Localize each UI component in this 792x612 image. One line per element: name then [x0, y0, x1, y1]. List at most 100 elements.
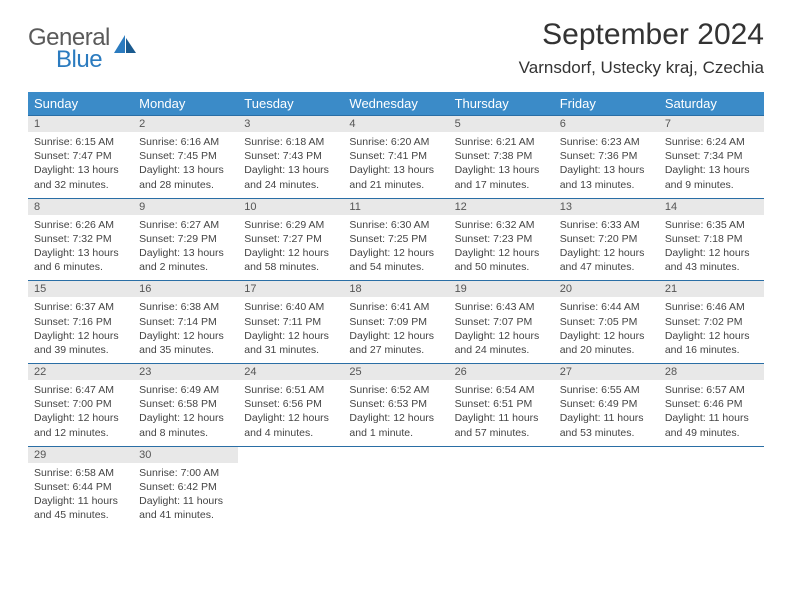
- daylight-line: Daylight: 12 hours and 50 minutes.: [455, 246, 548, 274]
- daylight-line: Daylight: 12 hours and 31 minutes.: [244, 329, 337, 357]
- day-number-cell: 17: [238, 281, 343, 298]
- daylight-line: Daylight: 12 hours and 27 minutes.: [349, 329, 442, 357]
- sunrise-line: Sunrise: 6:24 AM: [665, 135, 758, 149]
- day-detail-cell: Sunrise: 6:41 AMSunset: 7:09 PMDaylight:…: [343, 297, 448, 363]
- detail-row: Sunrise: 6:15 AMSunset: 7:47 PM Daylight:…: [28, 132, 764, 198]
- sunrise-line: Sunrise: 6:47 AM: [34, 383, 127, 397]
- daylight-line: Daylight: 12 hours and 24 minutes.: [455, 329, 548, 357]
- sunset-line: Sunset: 7:02 PM: [665, 315, 758, 329]
- day-detail-cell: Sunrise: 6:47 AMSunset: 7:00 PMDaylight:…: [28, 380, 133, 446]
- daylight-line: Daylight: 12 hours and 20 minutes.: [560, 329, 653, 357]
- header: General Blue September 2024 Varnsdorf, U…: [28, 18, 764, 78]
- sunset-line: Sunset: 7:09 PM: [349, 315, 442, 329]
- sunrise-line: Sunrise: 6:20 AM: [349, 135, 442, 149]
- day-number-cell: 12: [449, 198, 554, 215]
- daylight-line: Daylight: 13 hours and 13 minutes.: [560, 163, 653, 191]
- sunrise-line: Sunrise: 6:32 AM: [455, 218, 548, 232]
- day-number-cell: 30: [133, 446, 238, 463]
- sunset-line: Sunset: 6:53 PM: [349, 397, 442, 411]
- sunrise-line: Sunrise: 6:52 AM: [349, 383, 442, 397]
- detail-row: Sunrise: 6:58 AMSunset: 6:44 PMDaylight:…: [28, 463, 764, 529]
- sunrise-line: Sunrise: 6:43 AM: [455, 300, 548, 314]
- daylight-line: Daylight: 12 hours and 16 minutes.: [665, 329, 758, 357]
- daylight-line: Daylight: 11 hours and 45 minutes.: [34, 494, 127, 522]
- day-number-cell: 19: [449, 281, 554, 298]
- day-number-cell: 7: [659, 116, 764, 133]
- day-detail-cell: Sunrise: 6:30 AMSunset: 7:25 PMDaylight:…: [343, 215, 448, 281]
- sunset-line: Sunset: 7:45 PM: [139, 149, 232, 163]
- sunrise-line: Sunrise: 6:41 AM: [349, 300, 442, 314]
- sunrise-line: Sunrise: 6:37 AM: [34, 300, 127, 314]
- weekday-header-row: Sunday Monday Tuesday Wednesday Thursday…: [28, 92, 764, 116]
- day-detail-cell: Sunrise: 6:44 AMSunset: 7:05 PMDaylight:…: [554, 297, 659, 363]
- daynum-row: 1234567: [28, 116, 764, 133]
- sunrise-line: Sunrise: 6:38 AM: [139, 300, 232, 314]
- day-number-cell: 13: [554, 198, 659, 215]
- sunrise-line: Sunrise: 6:58 AM: [34, 466, 127, 480]
- sunset-line: Sunset: 7:43 PM: [244, 149, 337, 163]
- daynum-row: 22232425262728: [28, 364, 764, 381]
- daylight-line: Daylight: 13 hours and 6 minutes.: [34, 246, 127, 274]
- day-detail-cell: [238, 463, 343, 529]
- day-number-cell: 29: [28, 446, 133, 463]
- daynum-row: 15161718192021: [28, 281, 764, 298]
- sunset-line: Sunset: 7:11 PM: [244, 315, 337, 329]
- col-saturday: Saturday: [659, 92, 764, 116]
- sunset-line: Sunset: 7:25 PM: [349, 232, 442, 246]
- day-number-cell: [449, 446, 554, 463]
- day-detail-cell: Sunrise: 6:15 AMSunset: 7:47 PMDaylight:…: [28, 132, 133, 198]
- day-detail-cell: [659, 463, 764, 529]
- day-number-cell: 24: [238, 364, 343, 381]
- day-detail-cell: [343, 463, 448, 529]
- daylight-line: Daylight: 12 hours and 58 minutes.: [244, 246, 337, 274]
- day-detail-cell: Sunrise: 7:00 AMSunset: 6:42 PMDaylight:…: [133, 463, 238, 529]
- daynum-row: 2930: [28, 446, 764, 463]
- day-detail-cell: Sunrise: 6:18 AMSunset: 7:43 PMDaylight:…: [238, 132, 343, 198]
- day-detail-cell: Sunrise: 6:26 AMSunset: 7:32 PMDaylight:…: [28, 215, 133, 281]
- sunset-line: Sunset: 6:58 PM: [139, 397, 232, 411]
- sunset-line: Sunset: 7:47 PM: [34, 149, 127, 163]
- daylight-line: Daylight: 12 hours and 39 minutes.: [34, 329, 127, 357]
- day-detail-cell: Sunrise: 6:52 AMSunset: 6:53 PMDaylight:…: [343, 380, 448, 446]
- day-number-cell: 10: [238, 198, 343, 215]
- sunset-line: Sunset: 7:14 PM: [139, 315, 232, 329]
- sunrise-line: Sunrise: 6:44 AM: [560, 300, 653, 314]
- sunset-line: Sunset: 7:16 PM: [34, 315, 127, 329]
- day-detail-cell: [554, 463, 659, 529]
- sunrise-line: Sunrise: 6:55 AM: [560, 383, 653, 397]
- day-number-cell: 11: [343, 198, 448, 215]
- col-thursday: Thursday: [449, 92, 554, 116]
- day-detail-cell: Sunrise: 6:21 AMSunset: 7:38 PMDaylight:…: [449, 132, 554, 198]
- daylight-line: Daylight: 12 hours and 12 minutes.: [34, 411, 127, 439]
- sail-icon: [114, 35, 136, 53]
- day-number-cell: 1: [28, 116, 133, 133]
- daylight-line: Daylight: 11 hours and 41 minutes.: [139, 494, 232, 522]
- daylight-line: Daylight: 12 hours and 43 minutes.: [665, 246, 758, 274]
- sunset-line: Sunset: 7:00 PM: [34, 397, 127, 411]
- daynum-row: 891011121314: [28, 198, 764, 215]
- sunset-line: Sunset: 7:29 PM: [139, 232, 232, 246]
- sunset-line: Sunset: 6:49 PM: [560, 397, 653, 411]
- sunset-line: Sunset: 7:32 PM: [34, 232, 127, 246]
- day-detail-cell: Sunrise: 6:37 AMSunset: 7:16 PMDaylight:…: [28, 297, 133, 363]
- day-detail-cell: Sunrise: 6:23 AMSunset: 7:36 PMDaylight:…: [554, 132, 659, 198]
- sunrise-line: Sunrise: 7:00 AM: [139, 466, 232, 480]
- col-tuesday: Tuesday: [238, 92, 343, 116]
- day-detail-cell: Sunrise: 6:49 AMSunset: 6:58 PMDaylight:…: [133, 380, 238, 446]
- day-number-cell: 6: [554, 116, 659, 133]
- sunrise-line: Sunrise: 6:57 AM: [665, 383, 758, 397]
- day-number-cell: 14: [659, 198, 764, 215]
- day-number-cell: 4: [343, 116, 448, 133]
- day-detail-cell: Sunrise: 6:20 AMSunset: 7:41 PMDaylight:…: [343, 132, 448, 198]
- day-detail-cell: [449, 463, 554, 529]
- day-number-cell: 28: [659, 364, 764, 381]
- col-friday: Friday: [554, 92, 659, 116]
- daylight-line: Daylight: 11 hours and 57 minutes.: [455, 411, 548, 439]
- day-detail-cell: Sunrise: 6:33 AMSunset: 7:20 PMDaylight:…: [554, 215, 659, 281]
- day-number-cell: 9: [133, 198, 238, 215]
- detail-row: Sunrise: 6:37 AMSunset: 7:16 PMDaylight:…: [28, 297, 764, 363]
- daylight-line: Daylight: 13 hours and 21 minutes.: [349, 163, 442, 191]
- sunset-line: Sunset: 7:38 PM: [455, 149, 548, 163]
- day-number-cell: 15: [28, 281, 133, 298]
- sunrise-line: Sunrise: 6:15 AM: [34, 135, 127, 149]
